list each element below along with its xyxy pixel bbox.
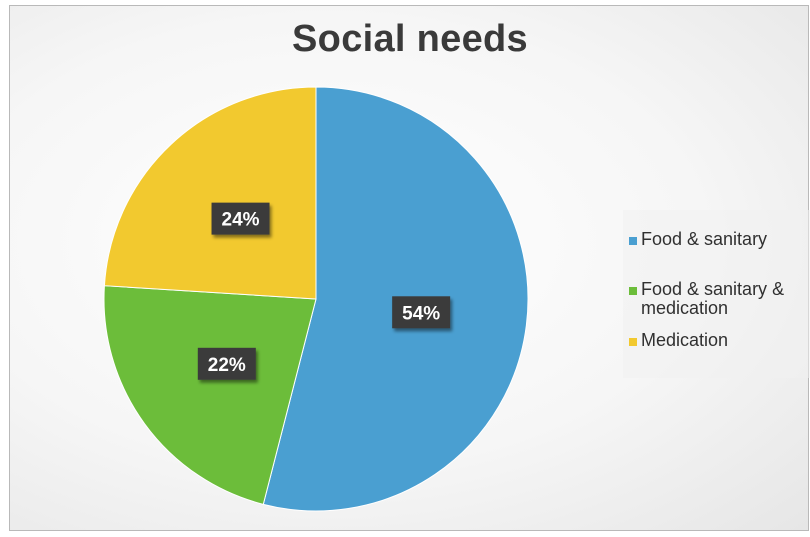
legend-swatch	[629, 338, 637, 346]
pie-data-label: 54%	[392, 296, 451, 329]
pie-data-label: 22%	[197, 347, 256, 380]
data-label-box	[392, 296, 451, 329]
legend-label: Medication	[641, 330, 729, 350]
pie-data-labels: 54% 22% 24%	[197, 202, 451, 380]
legend-item-food-sanitary: Food & sanitary	[629, 230, 810, 249]
legend-item-food-sanitary-medication: Food & sanitary & medication	[629, 280, 810, 318]
legend-swatch	[629, 237, 637, 245]
data-label-box	[197, 347, 256, 380]
pie-slices	[103, 86, 529, 512]
pie-slice	[103, 285, 317, 505]
data-label-text: 54%	[402, 303, 440, 324]
legend-label: Food & sanitary & medication	[641, 279, 785, 318]
chart-title: Social needs	[292, 18, 528, 60]
data-label-text: 22%	[208, 355, 246, 376]
legend-swatch	[629, 287, 637, 295]
chart-legend: Food & sanitary Food & sanitary & medica…	[623, 210, 810, 378]
pie-data-label: 24%	[211, 202, 270, 235]
data-label-box	[211, 202, 270, 235]
legend-item-medication: Medication	[629, 331, 810, 350]
legend-label: Food & sanitary	[641, 229, 768, 249]
data-label-text: 24%	[222, 210, 260, 231]
pie-slice	[103, 86, 317, 300]
